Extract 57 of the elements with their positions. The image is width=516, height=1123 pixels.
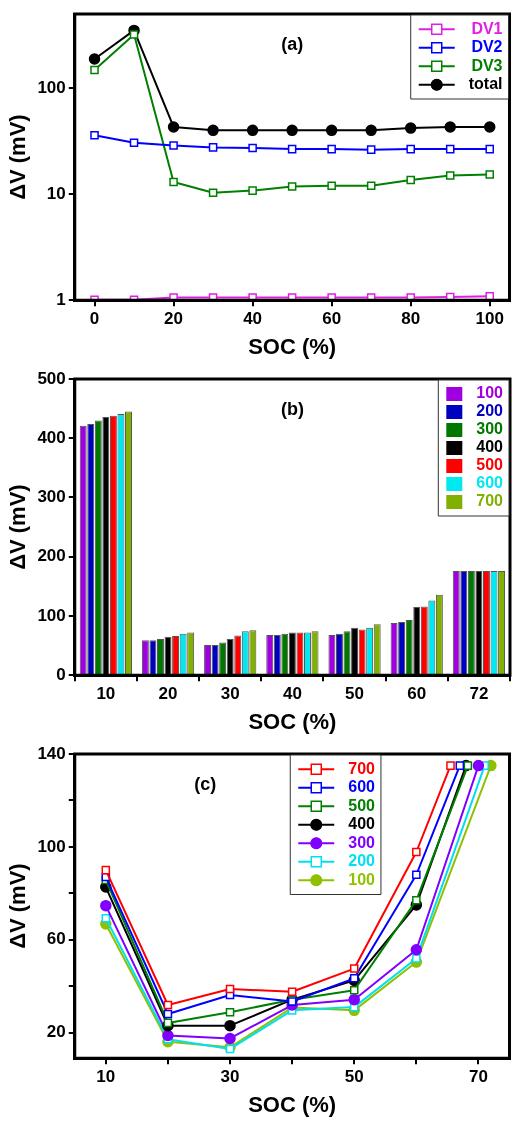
legend-label: 300 xyxy=(348,833,376,851)
legend-label: total xyxy=(468,75,503,93)
legend-label: 700 xyxy=(348,759,376,777)
legend-label: DV2 xyxy=(471,38,503,56)
y-axis-title: ΔV (mV) xyxy=(5,863,31,949)
legend-label: 200 xyxy=(348,852,376,870)
y-axis-title: ΔV (mV) xyxy=(5,484,31,570)
x-tick-label: 20 xyxy=(164,309,184,329)
x-tick-label: 10 xyxy=(96,684,116,704)
x-tick-label: 50 xyxy=(345,684,365,704)
legend-label: 100 xyxy=(348,870,376,888)
legend-label: 200 xyxy=(476,402,504,420)
x-tick-label: 72 xyxy=(469,684,489,704)
y-axis-title: ΔV (mV) xyxy=(5,114,31,200)
legend-label: 300 xyxy=(476,420,504,438)
y-tick-label: 60 xyxy=(46,929,66,949)
x-tick-label: 10 xyxy=(96,1067,116,1087)
y-tick-label: 0 xyxy=(56,664,66,684)
legend-label: 100 xyxy=(476,384,504,402)
y-tick-label: 10 xyxy=(46,183,66,203)
y-tick-label: 100 xyxy=(37,836,66,856)
x-tick-label: 50 xyxy=(344,1067,364,1087)
x-tick-label: 80 xyxy=(401,309,421,329)
legend-label: DV3 xyxy=(471,56,503,74)
y-tick-label: 20 xyxy=(46,1022,66,1042)
x-tick-label: 0 xyxy=(89,309,100,329)
x-axis-title: SOC (%) xyxy=(248,708,337,734)
text: (b) xyxy=(280,398,304,419)
x-tick-label: 70 xyxy=(468,1067,488,1087)
legend-label: 400 xyxy=(476,438,504,456)
y-tick-label: 400 xyxy=(37,427,66,447)
x-tick-label: 30 xyxy=(220,684,240,704)
text: (a) xyxy=(281,33,304,54)
x-tick-label: 30 xyxy=(220,1067,240,1087)
x-tick-label: 20 xyxy=(158,684,178,704)
y-tick-label: 1 xyxy=(56,289,66,309)
x-tick-label: 40 xyxy=(243,309,263,329)
y-tick-label: 140 xyxy=(37,743,66,763)
y-tick-label: 300 xyxy=(37,487,66,507)
y-tick-label: 200 xyxy=(37,546,66,566)
x-tick-label: 60 xyxy=(407,684,427,704)
x-axis-title: SOC (%) xyxy=(248,333,337,359)
legend-label: 500 xyxy=(348,796,376,814)
legend-label: 500 xyxy=(476,456,504,474)
x-tick-label: 40 xyxy=(282,684,302,704)
x-tick-label: 60 xyxy=(322,309,342,329)
legend-label: 600 xyxy=(348,778,376,796)
y-tick-label: 100 xyxy=(37,605,66,625)
x-tick-label: 100 xyxy=(475,309,504,329)
text: (c) xyxy=(194,773,217,794)
legend-label: 400 xyxy=(348,815,376,833)
y-tick-label: 100 xyxy=(37,77,66,97)
legend-label: 700 xyxy=(476,492,504,510)
x-axis-title: SOC (%) xyxy=(248,1091,337,1117)
y-tick-label: 500 xyxy=(37,368,66,388)
legend-label: 600 xyxy=(476,474,504,492)
legend-label: DV1 xyxy=(471,19,503,37)
